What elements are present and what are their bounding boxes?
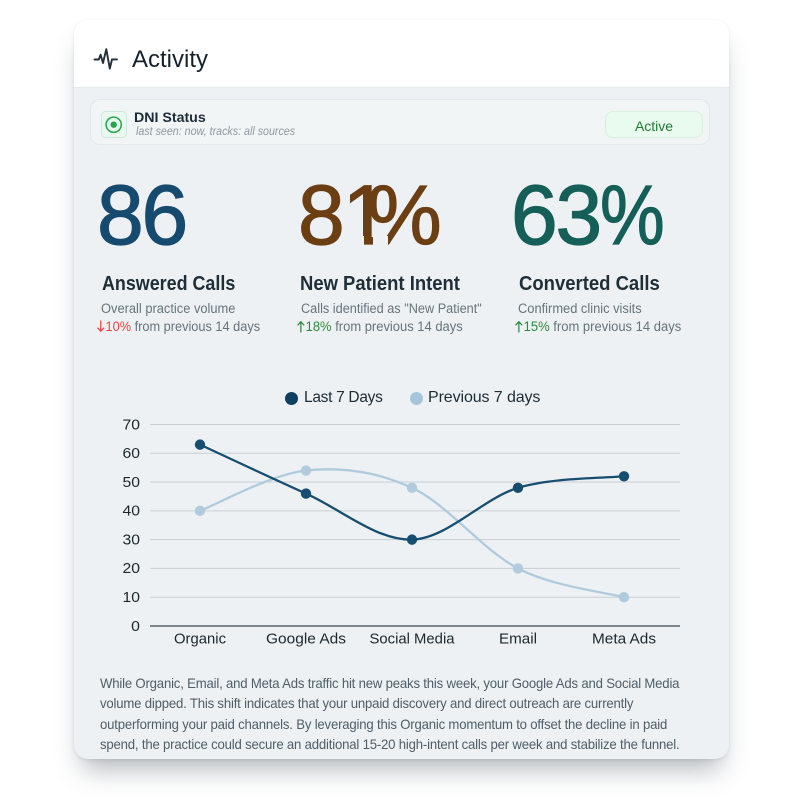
svg-text:Google Ads: Google Ads: [266, 632, 346, 648]
svg-text:Organic: Organic: [174, 632, 226, 648]
svg-text:Meta Ads: Meta Ads: [592, 632, 656, 648]
svg-text:Email: Email: [499, 632, 537, 648]
svg-text:30: 30: [123, 532, 141, 548]
svg-text:60: 60: [123, 446, 141, 462]
svg-text:10: 10: [123, 590, 141, 606]
svg-text:70: 70: [123, 417, 141, 433]
svg-text:20: 20: [123, 561, 141, 577]
svg-text:Social Media: Social Media: [370, 632, 456, 648]
svg-text:40: 40: [123, 504, 141, 520]
svg-text:0: 0: [131, 619, 140, 635]
svg-text:50: 50: [123, 475, 141, 491]
